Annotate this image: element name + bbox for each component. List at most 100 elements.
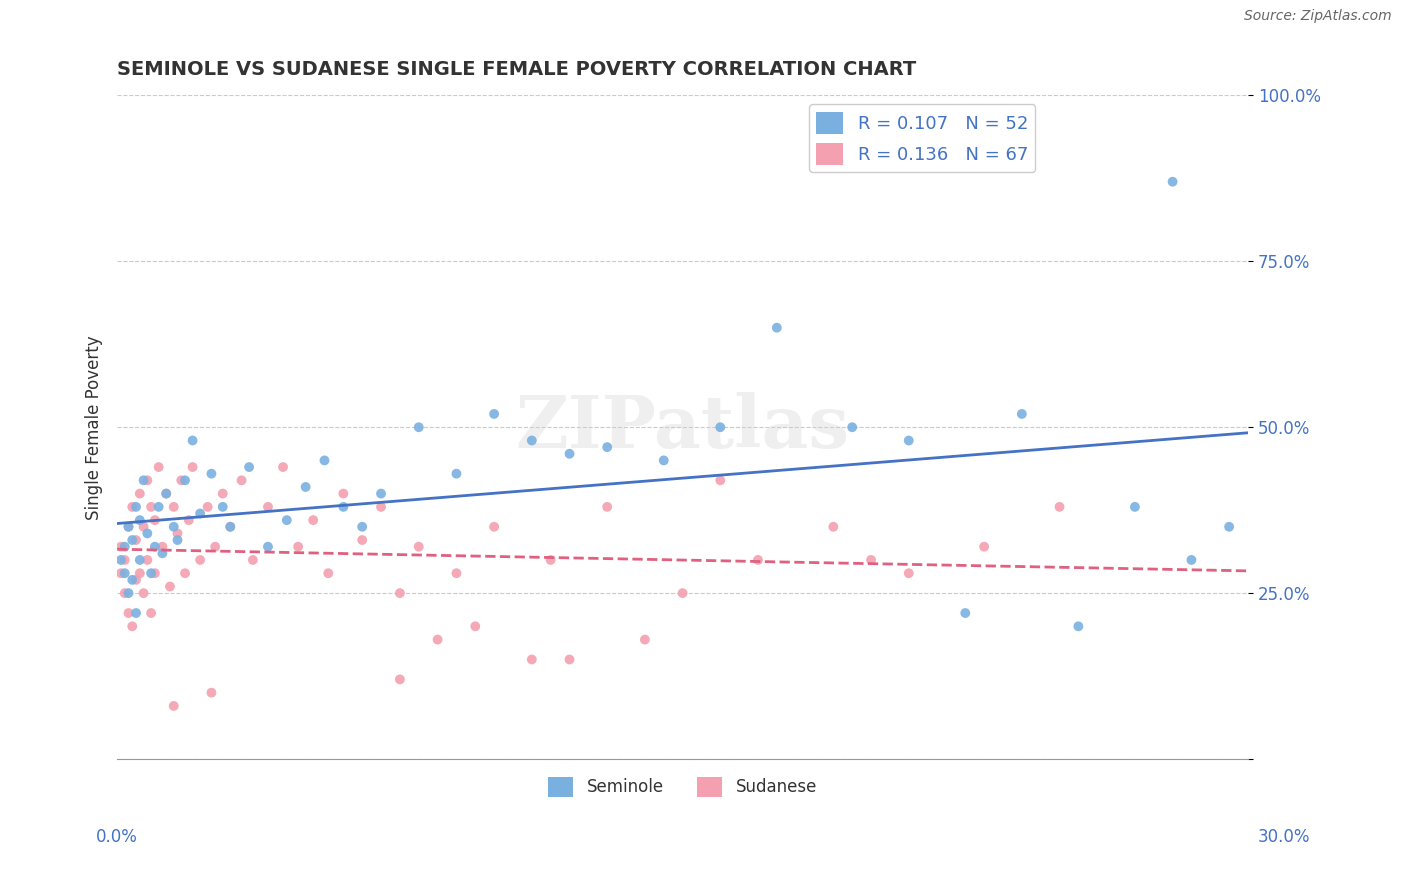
Point [152,546,174,560]
Point [482,520,505,534]
Point [143,540,166,554]
Point [231,473,253,487]
Point [188,507,211,521]
Point [200,467,222,481]
Point [287,540,309,554]
Point [408,540,430,554]
Point [181,434,204,448]
Text: Source: ZipAtlas.com: Source: ZipAtlas.com [1244,9,1392,23]
Point [204,540,226,554]
Point [117,520,139,534]
Point [177,513,200,527]
Point [170,473,193,487]
Point [370,486,392,500]
Point [174,566,197,581]
Point [1180,553,1202,567]
Point [125,573,148,587]
Text: 30.0%: 30.0% [1258,828,1310,846]
Point [117,586,139,600]
Point [125,500,148,514]
Point [211,500,233,514]
Point [596,440,619,454]
Point [143,513,166,527]
Point [973,540,995,554]
Point [166,526,188,541]
Point [464,619,486,633]
Point [166,533,188,547]
Point [128,513,150,527]
Point [200,686,222,700]
Point [558,652,581,666]
Point [314,453,336,467]
Point [128,566,150,581]
Point [408,420,430,434]
Point [294,480,316,494]
Point [1067,619,1090,633]
Point [132,520,155,534]
Point [446,566,468,581]
Point [540,553,562,567]
Text: SEMINOLE VS SUDANESE SINGLE FEMALE POVERTY CORRELATION CHART: SEMINOLE VS SUDANESE SINGLE FEMALE POVER… [117,60,917,78]
Point [652,453,675,467]
Point [110,566,132,581]
Point [132,473,155,487]
Y-axis label: Single Female Poverty: Single Female Poverty [86,334,103,519]
Point [114,566,136,581]
Point [596,500,619,514]
Point [121,533,143,547]
Point [219,520,242,534]
Point [139,606,162,620]
Point [520,652,543,666]
Point [520,434,543,448]
Point [238,460,260,475]
Point [117,606,139,620]
Point [1011,407,1033,421]
Point [136,553,159,567]
Point [159,580,181,594]
Point [121,619,143,633]
Point [897,566,920,581]
Point [136,473,159,487]
Text: ZIPatlas: ZIPatlas [516,392,849,463]
Point [897,434,920,448]
Point [316,566,339,581]
Point [388,586,411,600]
Point [482,407,505,421]
Text: 0.0%: 0.0% [96,828,138,846]
Point [174,473,197,487]
Point [132,586,155,600]
Point [271,460,294,475]
Point [114,586,136,600]
Point [709,420,731,434]
Point [114,553,136,567]
Point [110,553,132,567]
Point [823,520,845,534]
Point [163,500,186,514]
Point [634,632,657,647]
Point [426,632,449,647]
Point [352,520,374,534]
Point [1161,175,1184,189]
Point [242,553,264,567]
Point [148,460,170,475]
Point [219,520,242,534]
Point [121,573,143,587]
Point [155,486,177,500]
Legend: Seminole, Sudanese: Seminole, Sudanese [541,770,824,804]
Point [181,460,204,475]
Point [121,500,143,514]
Point [257,500,280,514]
Point [197,500,219,514]
Point [332,486,354,500]
Point [152,540,174,554]
Point [114,540,136,554]
Point [188,553,211,567]
Point [388,673,411,687]
Point [125,533,148,547]
Point [139,500,162,514]
Point [558,447,581,461]
Point [671,586,693,600]
Point [143,566,166,581]
Point [257,540,280,554]
Point [302,513,325,527]
